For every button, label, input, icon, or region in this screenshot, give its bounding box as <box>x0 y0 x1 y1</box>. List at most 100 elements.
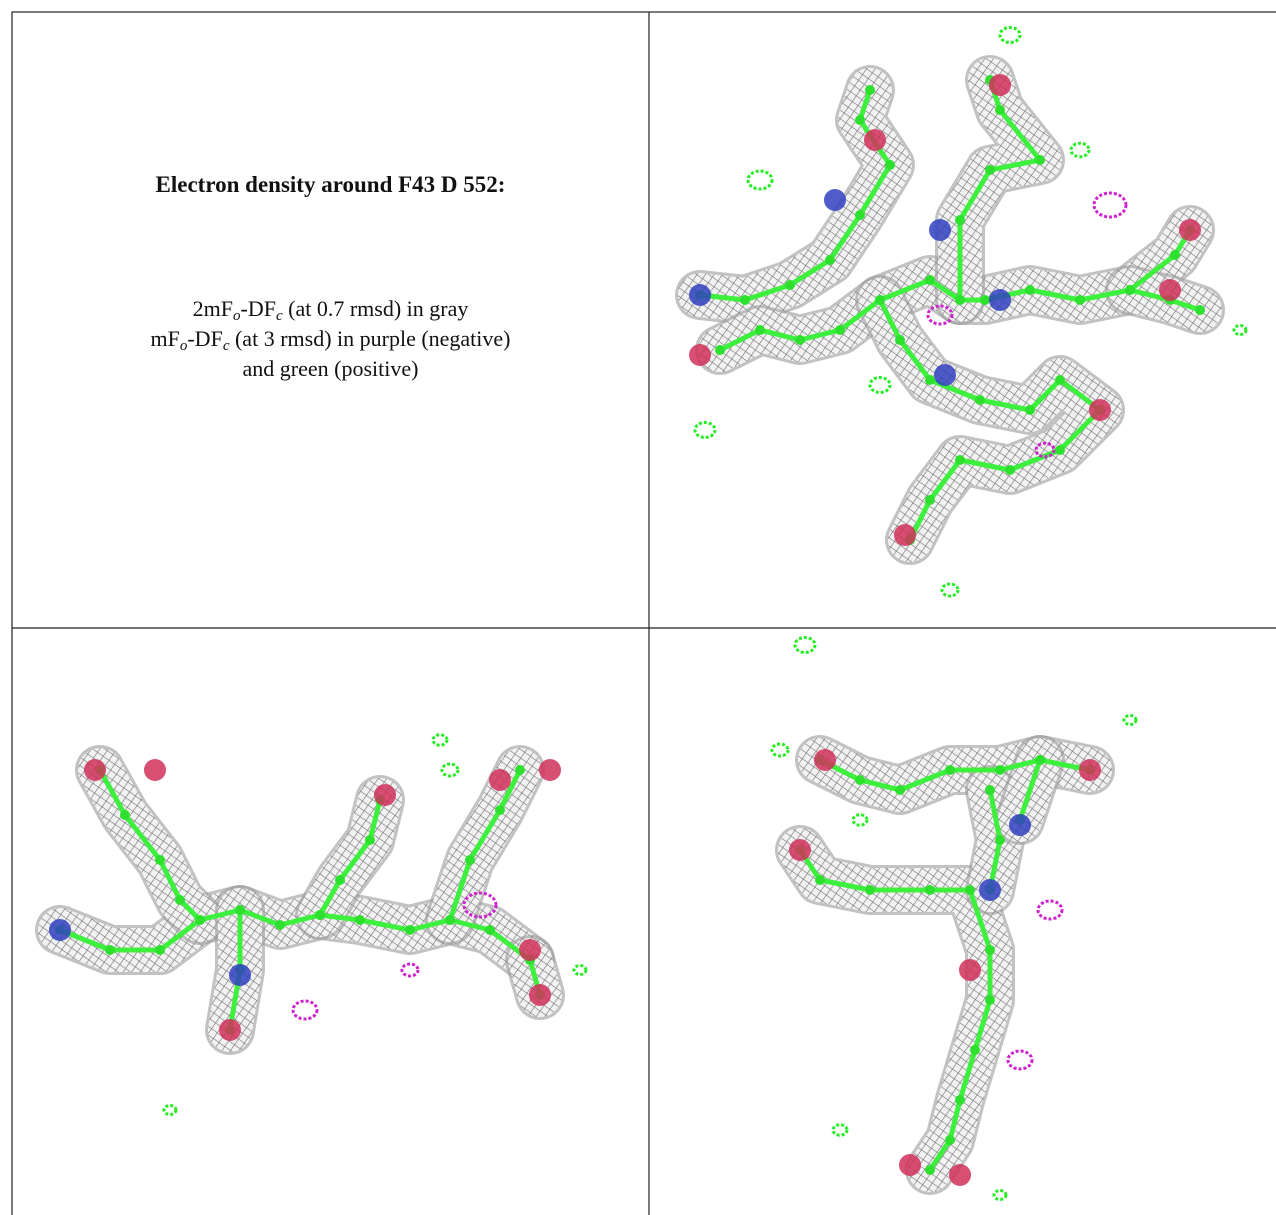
atom <box>715 345 725 355</box>
caption-line: 2mFo-DFc (at 0.7 rmsd) in gray <box>12 294 649 324</box>
hetero-atom <box>1179 219 1201 241</box>
atom <box>995 105 1005 115</box>
atom <box>1055 445 1065 455</box>
atom <box>1025 285 1035 295</box>
difference-density <box>992 1189 1008 1201</box>
text: -DF <box>240 296 276 321</box>
hetero-atom <box>894 524 916 546</box>
atom <box>1170 250 1180 260</box>
atom <box>485 925 495 935</box>
atom <box>755 325 765 335</box>
atom <box>995 835 1005 845</box>
atom <box>495 805 505 815</box>
atom <box>795 335 805 345</box>
hetero-atom <box>989 74 1011 96</box>
hetero-atom <box>989 289 1011 311</box>
difference-density <box>940 582 960 598</box>
atom <box>965 885 975 895</box>
difference-density <box>440 762 460 778</box>
atom <box>885 160 895 170</box>
atom <box>785 280 795 290</box>
caption-cell: Electron density around F43 D 552: 2mFo-… <box>12 12 649 628</box>
atom <box>955 1095 965 1105</box>
atom <box>985 165 995 175</box>
caption-title: Electron density around F43 D 552: <box>155 172 506 197</box>
text: -DF <box>187 326 223 351</box>
caption-body: 2mFo-DFc (at 0.7 rmsd) in gray mFo-DFc (… <box>12 294 649 384</box>
difference-density <box>926 304 954 326</box>
hetero-atom <box>529 984 551 1006</box>
atom <box>1195 305 1205 315</box>
difference-density <box>291 999 319 1021</box>
difference-density <box>162 1104 178 1116</box>
atom <box>925 885 935 895</box>
hetero-atom <box>689 344 711 366</box>
atom <box>955 295 965 305</box>
atom <box>925 275 935 285</box>
hetero-atom <box>519 939 541 961</box>
atom <box>515 765 525 775</box>
difference-density <box>1232 324 1248 336</box>
hetero-atom <box>144 759 166 781</box>
caption-line: and green (positive) <box>242 356 419 381</box>
difference-density <box>1036 899 1064 921</box>
subscript: o <box>179 338 188 354</box>
difference-density <box>746 169 774 191</box>
atom <box>175 895 185 905</box>
bond <box>317 799 383 917</box>
atom <box>405 925 415 935</box>
text: 2mF <box>192 296 233 321</box>
atom <box>105 945 115 955</box>
text: (at 3 rmsd) in purple (negative) <box>229 326 511 351</box>
difference-density <box>431 733 449 747</box>
hetero-atom <box>899 1154 921 1176</box>
difference-density <box>1069 141 1091 159</box>
bond <box>447 768 523 921</box>
atom <box>970 1045 980 1055</box>
atom <box>925 375 935 385</box>
atom <box>985 785 995 795</box>
atom <box>855 775 865 785</box>
atom <box>1055 375 1065 385</box>
atom <box>335 875 345 885</box>
atom <box>195 915 205 925</box>
atom <box>1035 155 1045 165</box>
hetero-atom <box>864 129 886 151</box>
atom <box>315 910 325 920</box>
hetero-atom <box>539 759 561 781</box>
difference-density <box>1006 1049 1034 1071</box>
atom <box>980 295 990 305</box>
atom <box>155 855 165 865</box>
atom <box>1075 295 1085 305</box>
hetero-atom <box>84 759 106 781</box>
hetero-atom <box>219 1019 241 1041</box>
difference-density <box>793 636 817 654</box>
hetero-atom <box>1009 814 1031 836</box>
density-images <box>35 26 1248 1201</box>
bond <box>877 298 1103 542</box>
atom <box>985 995 995 1005</box>
text: mF <box>150 326 180 351</box>
hetero-atom <box>1159 279 1181 301</box>
atom <box>1025 405 1035 415</box>
atom <box>995 765 1005 775</box>
subscript: o <box>233 308 241 324</box>
atom <box>925 495 935 505</box>
atom <box>945 765 955 775</box>
bond <box>957 79 1043 300</box>
atom <box>355 915 365 925</box>
hetero-atom <box>789 839 811 861</box>
atom <box>955 215 965 225</box>
atom <box>865 885 875 895</box>
atom <box>875 295 885 305</box>
difference-density <box>1092 191 1128 219</box>
atom <box>1125 285 1135 295</box>
difference-density <box>1034 441 1056 459</box>
atom <box>1035 755 1045 765</box>
atom <box>855 115 865 125</box>
atom <box>155 945 165 955</box>
difference-density <box>572 964 588 976</box>
difference-density <box>868 376 892 394</box>
atom <box>445 915 455 925</box>
